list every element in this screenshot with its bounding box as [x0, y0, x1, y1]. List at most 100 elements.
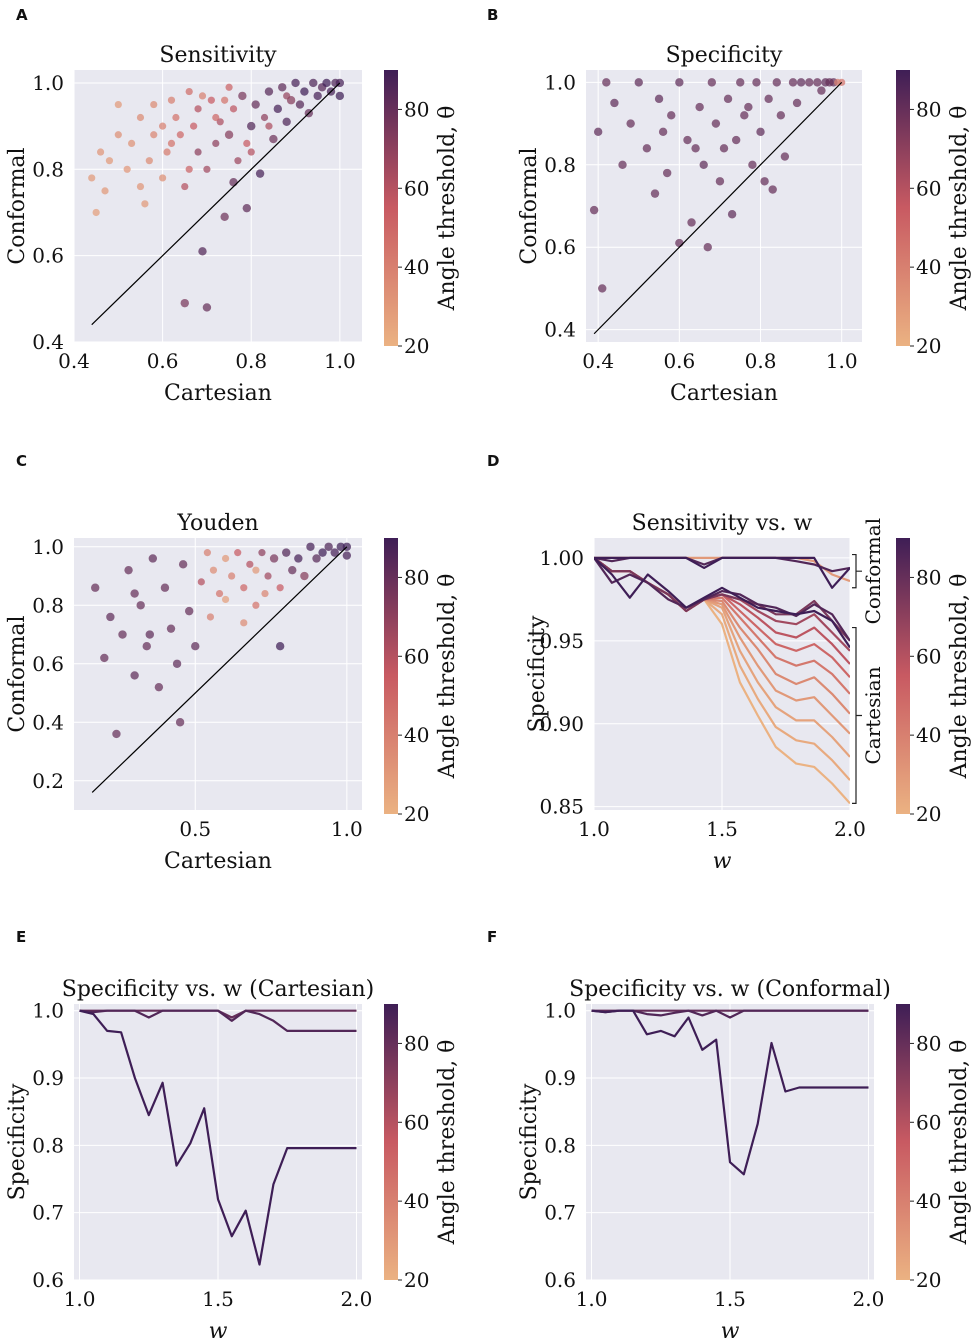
scatter-point	[96, 148, 105, 156]
data-layer	[589, 78, 846, 335]
y-axis-label: Specificity	[5, 1083, 30, 1200]
scatter-point	[260, 113, 269, 122]
scatter-point	[154, 682, 164, 692]
scatter-point	[176, 131, 184, 139]
y-axis-label: Conformal	[517, 147, 542, 264]
scatter-point	[593, 127, 603, 137]
plot-area	[74, 538, 362, 810]
panel-letter: F	[487, 928, 497, 946]
colorbar	[384, 538, 398, 814]
colorbar-tick-label: 40	[404, 1189, 429, 1213]
scatter-point	[723, 94, 733, 104]
scatter-point	[243, 139, 251, 147]
y-tick-label: 1.0	[544, 999, 576, 1023]
scatter-point	[805, 78, 814, 87]
colorbar-tick-label: 60	[404, 1110, 429, 1134]
y-tick-label: 0.6	[32, 652, 64, 676]
y-tick-label: 0.7	[544, 1201, 576, 1225]
data-layer	[594, 556, 850, 805]
chart-title: Specificity vs. w (Conformal)	[569, 977, 891, 1002]
chart-title: Specificity vs. w (Cartesian)	[62, 977, 374, 1002]
data-layer	[91, 542, 352, 793]
scatter-point	[160, 583, 170, 592]
panel-letter: A	[16, 6, 28, 24]
scatter-point	[776, 111, 786, 120]
group-label: Conformal	[861, 518, 885, 625]
data-layer	[79, 1009, 357, 1266]
y-tick-label: 0.7	[32, 1201, 64, 1225]
panel-c: C 0.5 1.0 0.2 0.4 0.6 0.8 1.0 Youden Cartesian Con…	[5, 452, 460, 874]
colorbar-label: Angle threshold, θ	[947, 1040, 972, 1246]
scatter-point	[282, 548, 291, 557]
colorbar	[896, 1004, 910, 1280]
y-tick-label: 0.95	[539, 629, 584, 653]
x-axis-label: Cartesian	[164, 381, 272, 406]
y-tick-label: 0.8	[32, 593, 64, 617]
y-tick-label: 0.2	[32, 769, 64, 793]
y-tick-label: 0.9	[32, 1066, 64, 1090]
scatter-point	[180, 298, 189, 308]
scatter-point	[178, 560, 188, 569]
colorbar-tick-label: 40	[916, 255, 941, 279]
scatter-point	[124, 565, 133, 575]
scatter-point	[224, 130, 234, 139]
scatter-point	[112, 729, 121, 739]
scatter-point	[252, 601, 260, 609]
scatter-point	[123, 165, 131, 173]
x-axis-label: w	[209, 1319, 228, 1339]
series-line	[591, 1009, 869, 1019]
scatter-point	[206, 613, 215, 621]
y-tick-label: 0.8	[32, 1133, 64, 1157]
x-tick-label: 2.0	[834, 817, 866, 841]
y-tick-label: 0.85	[539, 795, 584, 819]
scatter-point	[658, 127, 668, 137]
series-line	[79, 1009, 357, 1266]
colorbar-label: Angle threshold, θ	[435, 1040, 460, 1246]
series-line	[594, 556, 850, 589]
scatter-point	[185, 87, 193, 96]
scatter-point	[715, 177, 725, 186]
scatter-point	[159, 122, 167, 130]
scatter-point	[228, 572, 236, 580]
scatter-point	[234, 157, 242, 165]
scatter-point	[711, 119, 721, 128]
scatter-point	[662, 168, 672, 178]
scatter-point	[324, 542, 333, 551]
scatter-point	[252, 566, 260, 574]
scatter-point	[736, 78, 745, 87]
scatter-point	[269, 554, 279, 563]
scatter-point	[118, 630, 127, 639]
scatter-point	[283, 92, 291, 100]
scatter-point	[130, 589, 139, 598]
scatter-point	[756, 127, 765, 137]
scatter-point	[130, 671, 139, 680]
colorbar	[384, 1004, 398, 1280]
scatter-point	[175, 718, 185, 727]
scatter-point	[247, 121, 256, 131]
x-tick-label: 0.8	[235, 349, 267, 373]
scatter-point	[788, 78, 798, 87]
colorbar-tick-label: 80	[404, 1031, 429, 1055]
scatter-point	[727, 210, 737, 219]
scatter-point	[306, 542, 315, 551]
scatter-point	[667, 111, 676, 120]
scatter-point	[88, 174, 96, 182]
scatter-point	[265, 122, 273, 130]
scatter-point	[336, 542, 345, 551]
y-tick-label: 0.8	[544, 153, 576, 177]
scatter-point	[703, 243, 712, 252]
scatter-point	[264, 572, 272, 580]
scatter-point	[817, 86, 826, 95]
scatter-point	[342, 551, 352, 560]
scatter-point	[225, 83, 233, 91]
x-axis-label: w	[721, 1319, 740, 1339]
scatter-point	[834, 78, 842, 86]
scatter-point	[813, 78, 822, 87]
scatter-point	[300, 87, 309, 96]
scatter-point	[106, 612, 115, 622]
scatter-point	[215, 589, 224, 598]
scatter-point	[145, 630, 154, 639]
scatter-point	[295, 100, 305, 109]
scatter-point	[142, 642, 151, 651]
